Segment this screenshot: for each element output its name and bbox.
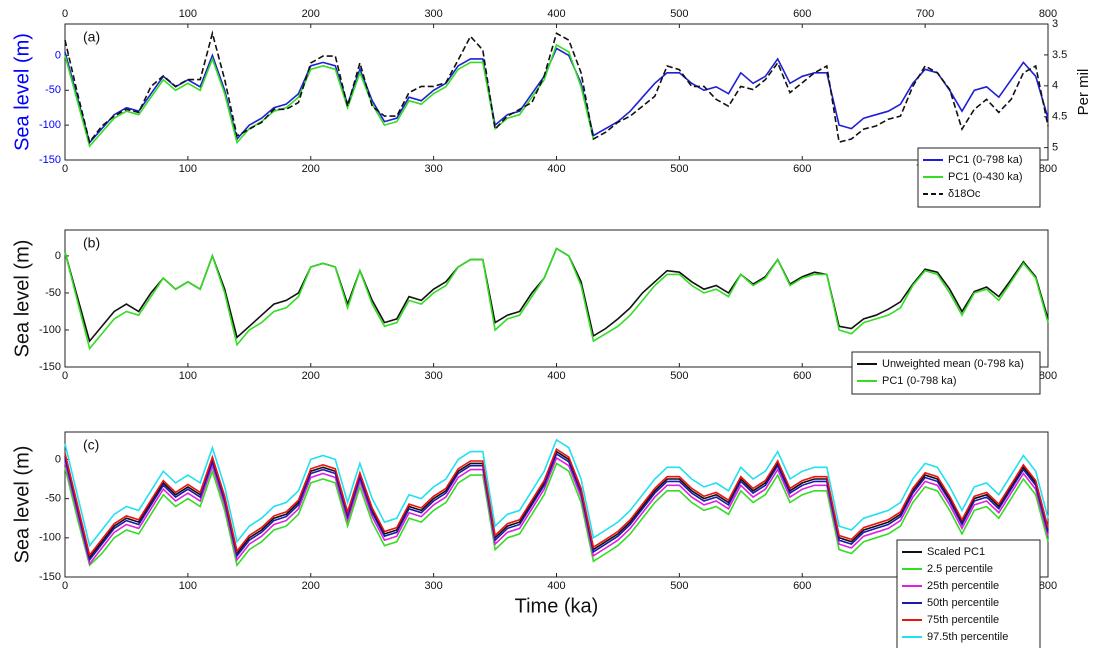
x-tick-label: 600 [793, 370, 811, 382]
x-top-tick-label: 500 [670, 8, 688, 20]
x-top-tick-label: 200 [302, 8, 320, 20]
x-tick-label: 100 [179, 370, 197, 382]
panel-label: (c) [83, 437, 99, 453]
series-line [64, 43, 595, 148]
x-top-tick-label: 600 [793, 8, 811, 20]
legend-label: Unweighted mean (0-798 ka) [882, 358, 1024, 370]
plot-frame [64, 229, 1049, 368]
x-tick-label: 800 [1039, 580, 1057, 592]
legend-label: 25th percentile [927, 580, 999, 592]
y-tick-label: -50 [45, 287, 61, 299]
y-tick-label: -150 [39, 154, 61, 166]
legend-label: 50th percentile [927, 597, 999, 609]
y-tick-label: -100 [39, 324, 61, 336]
y-tick-label: 0 [55, 49, 61, 61]
y-tick-label: 0 [55, 453, 61, 465]
panel-label: (b) [83, 235, 100, 251]
legend-label: PC1 (0-798 ka) [948, 154, 1023, 166]
y-tick-label: -150 [39, 361, 61, 373]
x-tick-label: 0 [62, 370, 68, 382]
y2-tick-label: 5 [1052, 142, 1058, 154]
x-tick-label: 800 [1039, 370, 1057, 382]
x-tick-label: 500 [670, 580, 688, 592]
x-tick-label: 300 [424, 370, 442, 382]
legend-label: δ18Oc [948, 188, 981, 200]
x-top-tick-label: 100 [179, 8, 197, 20]
x-top-tick-label: 700 [916, 8, 934, 20]
x-tick-label: 0 [62, 580, 68, 592]
x-tick-label: 500 [670, 163, 688, 175]
legend-label: 2.5 percentile [927, 563, 993, 575]
legend-box [896, 539, 1041, 651]
x-tick-label: 0 [62, 163, 68, 175]
x-tick-label: 600 [793, 580, 811, 592]
y-axis-label: Sea level (m) [11, 33, 33, 151]
y2-axis-label: Per mil [1075, 69, 1092, 116]
x-tick-label: 100 [179, 163, 197, 175]
series-line [64, 438, 1049, 548]
x-tick-label: 200 [302, 370, 320, 382]
legend-label: 97.5th percentile [927, 631, 1008, 643]
x-top-tick-label: 0 [62, 8, 68, 20]
series-line [64, 30, 1049, 144]
y2-tick-label: 3.5 [1052, 49, 1067, 61]
series-line [64, 452, 1049, 562]
y-tick-label: -100 [39, 532, 61, 544]
series-line [64, 47, 1049, 145]
x-top-tick-label: 300 [424, 8, 442, 20]
y-axis-label: Sea level (m) [11, 446, 33, 564]
x-tick-label: 400 [547, 580, 565, 592]
y-tick-label: -50 [45, 493, 61, 505]
x-tick-label: 200 [302, 580, 320, 592]
x-tick-label: 100 [179, 580, 197, 592]
y-tick-label: 0 [55, 250, 61, 262]
x-tick-label: 400 [547, 370, 565, 382]
series-line [64, 447, 1049, 557]
y-tick-label: -100 [39, 119, 61, 131]
x-tick-label: 300 [424, 163, 442, 175]
panel-label: (a) [83, 29, 100, 45]
y-tick-label: -150 [39, 571, 61, 583]
x-top-tick-label: 400 [547, 8, 565, 20]
series-line [64, 462, 1049, 568]
x-top-tick-label: 800 [1039, 8, 1057, 20]
y2-tick-label: 3 [1052, 18, 1058, 30]
legend-box [851, 351, 1041, 395]
series-line [64, 456, 1049, 566]
legend-label: PC1 (0-430 ka) [948, 171, 1023, 183]
y-axis-label: Sea level (m) [11, 240, 33, 358]
x-tick-label: 600 [793, 163, 811, 175]
legend-label: 75th percentile [927, 614, 999, 626]
y2-tick-label: 4.5 [1052, 111, 1067, 123]
x-axis-label: Time (ka) [515, 595, 599, 617]
x-tick-label: 500 [670, 370, 688, 382]
legend-label: PC1 (0-798 ka) [882, 375, 957, 387]
x-tick-label: 300 [424, 580, 442, 592]
y2-tick-label: 4 [1052, 80, 1058, 92]
x-tick-label: 200 [302, 163, 320, 175]
x-tick-label: 800 [1039, 163, 1057, 175]
legend-label: Scaled PC1 [927, 546, 985, 558]
y-tick-label: -50 [45, 84, 61, 96]
series-line [64, 247, 1049, 351]
x-tick-label: 400 [547, 163, 565, 175]
